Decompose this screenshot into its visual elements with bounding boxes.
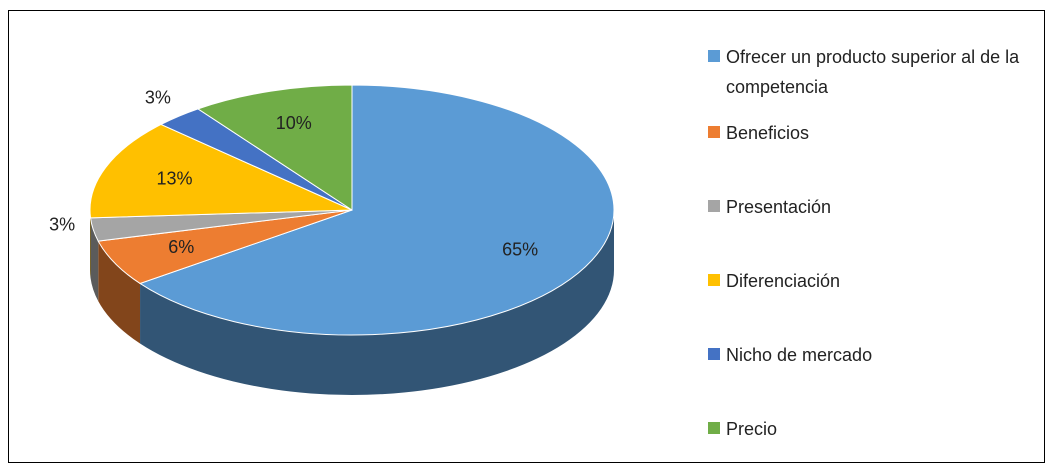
legend-swatch xyxy=(708,126,720,138)
legend-label: Nicho de mercado xyxy=(726,345,873,365)
legend-label: Presentación xyxy=(726,197,832,217)
data-label: 6% xyxy=(168,237,194,257)
legend-swatch xyxy=(708,274,720,286)
slice xyxy=(89,123,353,219)
slice-side xyxy=(140,210,615,395)
legend-swatch xyxy=(708,50,720,62)
legend-swatch xyxy=(708,422,720,434)
slice-side xyxy=(90,217,99,302)
legend-swatch xyxy=(708,348,720,360)
legend-label: Diferenciación xyxy=(726,271,841,291)
legend-label: Beneficios xyxy=(726,123,810,143)
data-label: 3% xyxy=(49,215,75,235)
slice xyxy=(138,84,615,336)
data-label: 65% xyxy=(502,240,538,260)
slice-side xyxy=(90,210,91,278)
data-label: 13% xyxy=(156,168,192,188)
legend-label: Precio xyxy=(726,419,778,439)
legend-swatch xyxy=(708,200,720,212)
data-label: 10% xyxy=(276,113,312,133)
legend-label: Ofrecer un producto superior al de la co… xyxy=(726,47,1020,97)
data-label: 3% xyxy=(145,88,171,108)
slice xyxy=(196,84,353,211)
slice-side xyxy=(98,241,141,344)
